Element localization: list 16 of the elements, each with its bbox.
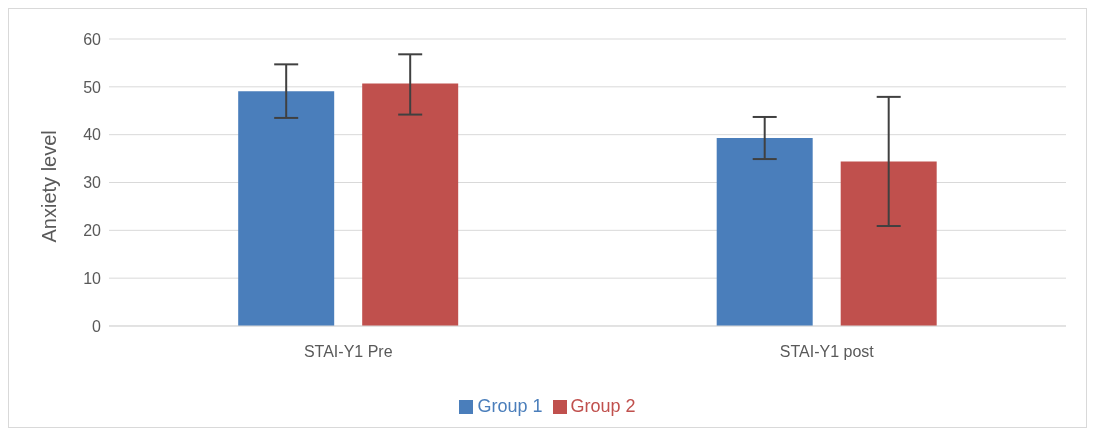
y-tick-label: 0 [92,317,102,335]
y-axis-title: Anxiety level [38,130,61,243]
legend-label: Group 1 [477,396,543,416]
legend-label: Group 2 [570,396,636,416]
bar [716,138,813,326]
y-tick-label: 40 [83,126,102,144]
y-tick-label: 10 [83,269,102,287]
y-tick-label: 60 [83,30,102,48]
bar [362,83,459,326]
x-tick-label: STAI-Y1 Pre [303,343,393,361]
bar [238,91,335,326]
y-tick-label: 20 [83,222,102,240]
y-tick-label: 50 [83,78,102,96]
bar [840,161,937,326]
y-tick-label: 30 [83,174,102,192]
x-tick-label: STAI-Y1 post [779,343,875,361]
